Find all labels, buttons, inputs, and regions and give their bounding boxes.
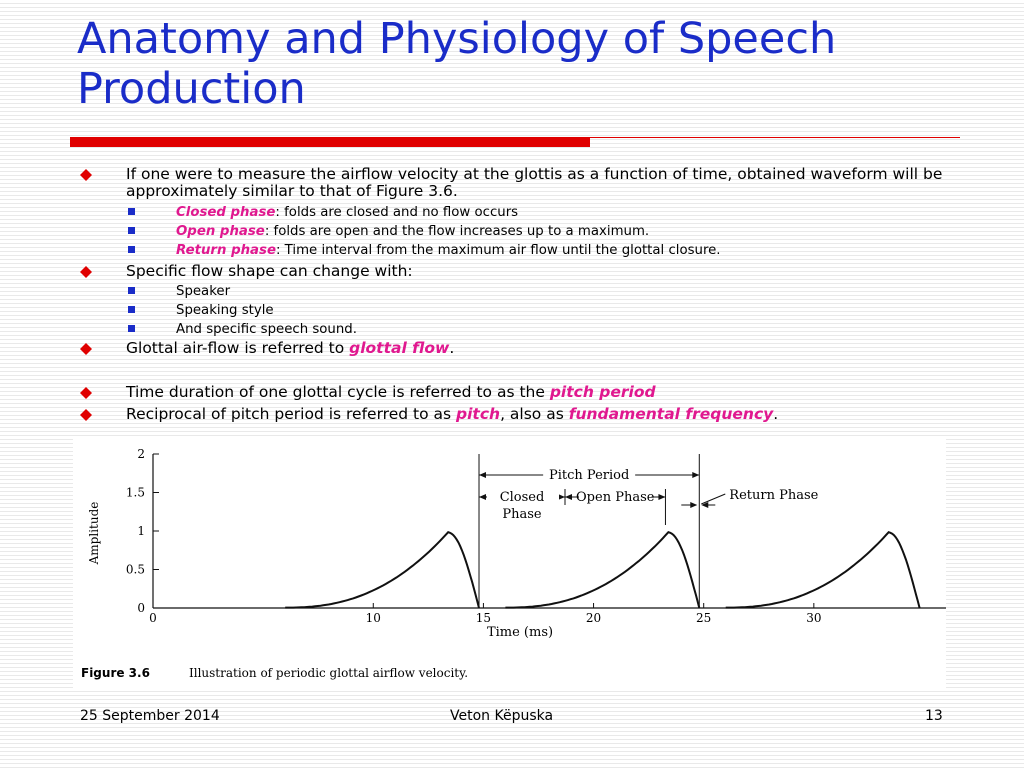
y-tick-label: 0.5 (126, 563, 145, 577)
y-axis-label: Amplitude (87, 502, 101, 566)
chart-series (285, 531, 921, 609)
return-phase-label: Return Phase (729, 488, 818, 503)
sub-bullet-closed-phase: Closed phase: folds are closed and no fl… (176, 205, 519, 220)
figure-caption-label: Figure 3.6 (81, 666, 150, 680)
diamond-bullet-icon (80, 169, 92, 181)
arrowhead-left (701, 502, 709, 508)
x-tick-label: 30 (806, 611, 821, 625)
diamond-bullet-icon (80, 343, 92, 355)
square-bullet-icon (128, 208, 135, 215)
pitch-period-label-bg (543, 468, 636, 482)
y-tick-label: 1 (137, 524, 145, 538)
chart-axes: 00.511.520 10 15 20 25 30 (126, 447, 946, 625)
y-tick-label: 0 (137, 601, 145, 615)
title-rule-thin (590, 137, 960, 138)
sub-bullet-speaking-style: Speaking style (176, 303, 274, 318)
closed-phase-label-line2: Phase (502, 507, 542, 522)
figure-caption-text: Illustration of periodic glottal airflow… (189, 666, 468, 680)
arrowhead-left (479, 494, 487, 500)
sub-bullet-return-phase: Return phase: Time interval from the max… (176, 243, 721, 258)
square-bullet-icon (128, 287, 135, 294)
open-phase-label-bg (579, 489, 652, 505)
closed-phase-label-bg (487, 489, 560, 505)
open-phase-label: Open Phase (576, 490, 655, 505)
square-bullet-icon (128, 325, 135, 332)
arrowhead-right (658, 494, 666, 500)
title-rule-thick (70, 137, 590, 147)
bullet-fundamental-frequency: Reciprocal of pitch period is referred t… (126, 405, 779, 423)
return-phase-pointer (701, 493, 726, 505)
glottal-pulse-curve (725, 531, 921, 609)
arrowhead-left (479, 472, 487, 478)
sub-bullet-speaker: Speaker (176, 284, 231, 299)
x-tick-label: 10 (366, 611, 381, 625)
bullet-pitch-period: Time duration of one glottal cycle is re… (126, 383, 656, 401)
y-tick-label: 1.5 (126, 486, 145, 500)
footer-author: Veton Këpuska (450, 708, 554, 724)
x-tick-label: 20 (586, 611, 601, 625)
square-bullet-icon (128, 246, 135, 253)
bullet-flow-shape: Specific flow shape can change with: (126, 262, 413, 280)
x-axis-label: Time (ms) (487, 625, 553, 640)
footer-page-number: 13 (925, 708, 943, 724)
arrowhead-left (565, 494, 573, 500)
pitch-period-label: Pitch Period (549, 468, 629, 483)
glottal-pulse-curve (285, 531, 480, 609)
glottal-pulse-curve (505, 531, 701, 609)
x-tick-label: 0 (149, 611, 157, 625)
bullet-list: If one were to measure the airflow veloc… (80, 165, 943, 423)
sub-bullet-open-phase: Open phase: folds are open and the flow … (176, 224, 650, 239)
figure-glottal-airflow: 0 0.5 1 1.5 2 0 10 15 20 25 30 Pitch Period Pitch P… (73, 437, 946, 688)
y-tick-label: 2 (137, 447, 145, 461)
diamond-bullet-icon (80, 387, 92, 399)
footer-date: 25 September 2014 (80, 708, 220, 724)
closed-phase-label: Closed (500, 490, 545, 505)
diamond-bullet-icon (80, 409, 92, 421)
bullet-airflow: If one were to measure the airflow veloc… (126, 165, 943, 200)
square-bullet-icon (128, 227, 135, 234)
arrowhead-right (690, 502, 698, 508)
diamond-bullet-icon (80, 266, 92, 278)
slide-title: Anatomy and Physiology of Speech Product… (77, 14, 837, 114)
sub-bullet-speech-sound: And specific speech sound. (176, 322, 357, 337)
x-tick-label: 25 (696, 611, 711, 625)
x-tick-label: 15 (476, 611, 491, 625)
arrowhead-right (692, 472, 700, 478)
arrowhead-right (558, 494, 566, 500)
square-bullet-icon (128, 306, 135, 313)
bullet-glottal-flow: Glottal air-flow is referred to glottal … (126, 339, 455, 357)
